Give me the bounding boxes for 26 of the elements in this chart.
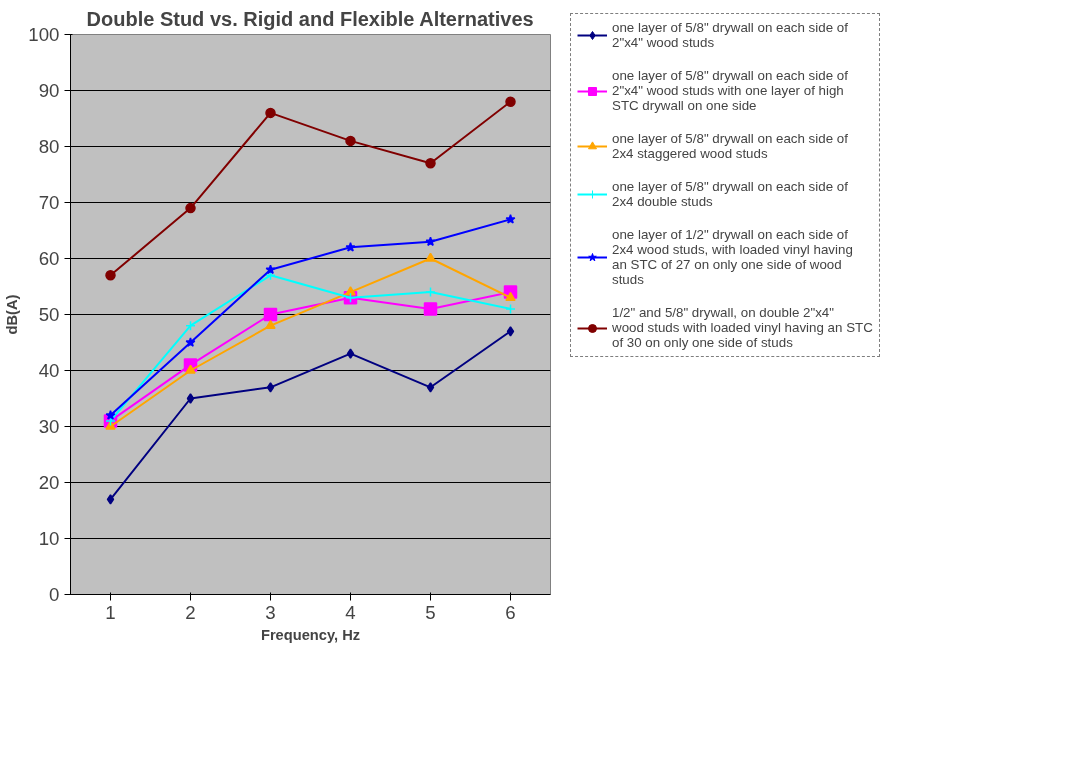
y-tick-label: 20 xyxy=(38,472,60,493)
y-tick-label: 30 xyxy=(38,416,60,437)
y-tick-label: 100 xyxy=(28,24,60,45)
legend-label: 1/2" and 5/8" drywall, on double 2"x4" wood studs with loaded vinyl having an STC of 30 on only one side of studs xyxy=(612,305,873,351)
y-tick-label: 40 xyxy=(38,360,60,381)
y-tick-label: 10 xyxy=(38,528,60,549)
x-tick-label: 2 xyxy=(185,601,196,623)
x-tick-label: 5 xyxy=(425,601,436,623)
y-tick-label: 50 xyxy=(38,304,60,325)
x-tick-label: 1 xyxy=(105,601,116,623)
legend-label: one layer of 5/8" drywall on each side of 2x4 staggered wood studs xyxy=(612,131,848,162)
y-tick-label: 70 xyxy=(38,192,60,213)
legend-label: one layer of 5/8" drywall on each side of 2"x4" wood studs with one layer of high STC drywall on one side xyxy=(612,68,848,114)
y-tick-label: 90 xyxy=(38,80,60,101)
legend-label: one layer of 5/8" drywall on each side of 2x4 double studs xyxy=(612,179,848,210)
chart-title: Double Stud vs. Rigid and Flexible Alternatives xyxy=(86,7,534,30)
x-tick-label: 6 xyxy=(505,601,516,623)
x-tick-label: 4 xyxy=(345,601,356,623)
y-tick-label: 80 xyxy=(38,136,60,157)
y-axis-title: dB(A) xyxy=(4,294,21,335)
legend-label: one layer of 5/8" drywall on each side of 2"x4" wood studs xyxy=(612,20,848,51)
legend-label: one layer of 1/2" drywall on each side of 2x4 wood studs, with loaded vinyl having an STC of 27 on only one side of wood studs xyxy=(612,227,853,288)
x-axis-title: Frequency, Hz xyxy=(260,626,361,643)
x-tick-label: 3 xyxy=(265,601,276,623)
y-tick-label: 0 xyxy=(49,584,60,605)
y-tick-label: 60 xyxy=(38,248,60,269)
